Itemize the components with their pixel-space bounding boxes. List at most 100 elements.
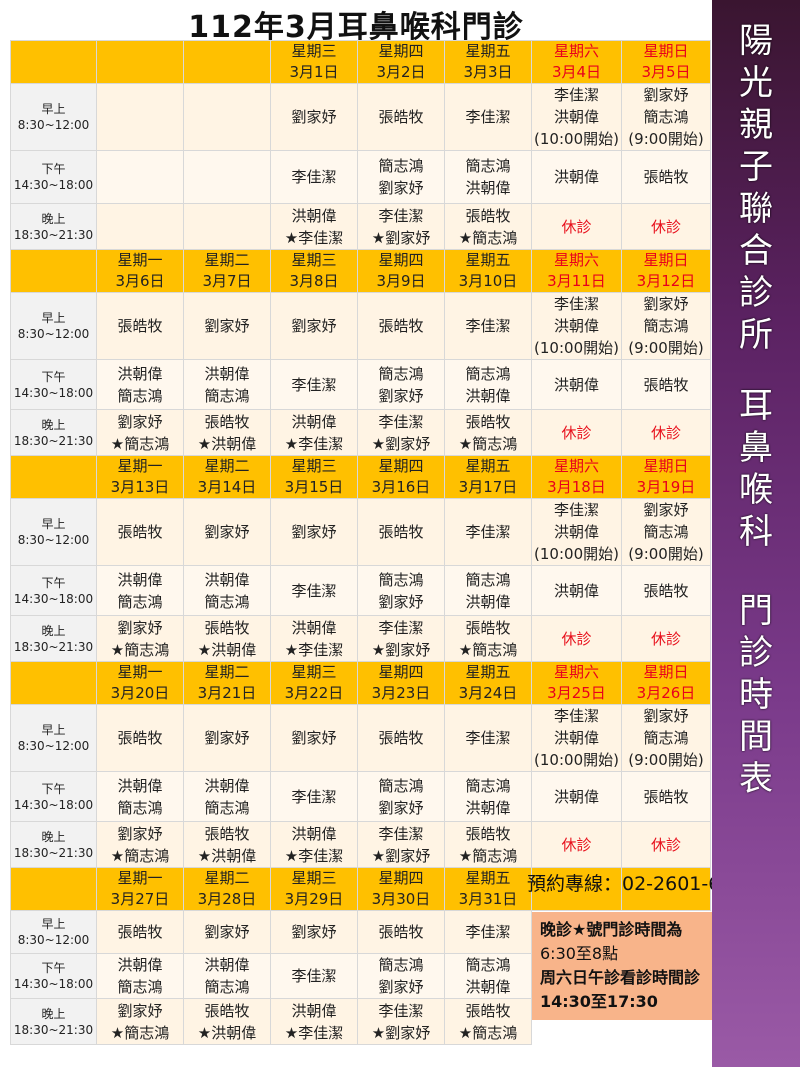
doctor-name: 李佳潔 [378, 412, 424, 431]
doctor-name: 李佳潔 [553, 501, 599, 519]
doctor-name: ★李佳潔 [284, 434, 344, 453]
shift-row: 早上 8:30~12:00 張皓牧 劉家妤 劉家妤 張皓牧 李佳潔 李佳潔 洪朝偉 (10:00開… [10, 704, 711, 772]
schedule-cell: 劉家妤 ★簡志鴻 [96, 409, 184, 456]
day-header: 星期日 3月12日 [621, 249, 711, 293]
header-corner [10, 40, 97, 84]
shift-row: 下午 14:30~18:00 李佳潔 簡志鴻 劉家妤 簡志鴻 洪朝偉 洪朝偉 張皓牧 [10, 150, 711, 204]
week-header-row: 星期一 3月6日 星期二 3月7日 星期三 3月8日 星期四 3月9日 星期五 3月10日 星期六 3… [10, 249, 711, 293]
doctor-name: 張皓牧 [378, 317, 424, 335]
doctor-name: (10:00開始) [534, 130, 619, 148]
doctor-name: 張皓牧 [465, 412, 511, 431]
closed-label: 休診 [650, 629, 681, 648]
date-label: 3月25日 [547, 684, 606, 702]
schedule-cell: 張皓牧 [357, 704, 445, 772]
schedule-cell: 李佳潔 洪朝偉 (10:00開始) [531, 292, 622, 360]
week-header-row: 星期三 3月1日 星期四 3月2日 星期五 3月3日 星期六 3月4日 星期日 3月5日 [10, 40, 711, 84]
schedule-cell: 李佳潔 洪朝偉 (10:00開始) [531, 498, 622, 566]
doctor-name: 李佳潔 [465, 523, 511, 541]
schedule-cell: 李佳潔 ★劉家妤 [357, 615, 445, 662]
day-header: 星期一 3月20日 [96, 661, 184, 705]
date-label: 3月10日 [458, 272, 518, 290]
day-header: 星期四 3月9日 [357, 249, 445, 293]
schedule-cell: 洪朝偉 簡志鴻 [183, 359, 271, 410]
day-header: 星期二 3月14日 [183, 455, 271, 499]
doctor-name: 李佳潔 [291, 967, 337, 985]
doctor-name: 張皓牧 [378, 923, 424, 941]
shift-name: 晚上 [41, 1006, 66, 1021]
date-label: 3月30日 [371, 890, 431, 908]
date-label: 3月6日 [115, 272, 165, 290]
schedule-cell: 劉家妤 ★簡志鴻 [96, 998, 184, 1045]
schedule-table: 星期三 3月1日 星期四 3月2日 星期五 3月3日 星期六 3月4日 星期日 3月5日 早上 8:3… [10, 40, 711, 1045]
closed-label: 休診 [650, 835, 681, 854]
doctor-name: ★簡志鴻 [458, 1023, 518, 1042]
doctor-name: 簡志鴻 [378, 956, 424, 974]
shift-time: 8:30~12:00 [17, 933, 90, 947]
shift-time: 8:30~12:00 [17, 118, 90, 132]
closed-label: 休診 [561, 835, 592, 854]
sidebar-banner: 陽光親子聯合診所 耳鼻喉科 門診時間表 [712, 0, 800, 1067]
doctor-name: 簡志鴻 [204, 798, 250, 817]
shift-row: 晚上 18:30~21:30 劉家妤 ★簡志鴻 張皓牧 ★洪朝偉 洪朝偉 ★李佳潔 李佳潔 ★劉家… [10, 821, 711, 868]
weekday-label: 星期四 [378, 663, 424, 681]
doctor-name: 洪朝偉 [465, 592, 511, 611]
doctor-name: (10:00開始) [534, 339, 619, 357]
weekday-label: 星期六 [553, 251, 599, 269]
doctor-name: ★洪朝偉 [197, 640, 257, 659]
schedule-cell: 劉家妤 [270, 292, 358, 360]
shift-label: 晚上 18:30~21:30 [10, 821, 97, 868]
schedule-cell: 張皓牧 [621, 771, 711, 822]
doctor-name: 劉家妤 [378, 978, 424, 996]
shift-time: 18:30~21:30 [13, 639, 94, 654]
schedule-body: 星期三 3月1日 星期四 3月2日 星期五 3月3日 星期六 3月4日 星期日 3月5日 早上 8:3… [10, 40, 711, 1045]
date-label: 3月4日 [551, 63, 602, 81]
doctor-name: 簡志鴻 [465, 157, 511, 175]
date-label: 3月9日 [376, 272, 426, 290]
schedule-cell: 劉家妤 [183, 704, 271, 772]
doctor-name: 李佳潔 [553, 86, 599, 104]
doctor-name: 劉家妤 [117, 824, 163, 843]
schedule-cell: 簡志鴻 洪朝偉 [444, 150, 532, 204]
schedule-cell: 張皓牧 ★簡志鴻 [444, 998, 532, 1045]
doctor-name: 洪朝偉 [117, 776, 163, 795]
schedule-cell: 簡志鴻 洪朝偉 [444, 953, 532, 999]
doctor-name: (9:00開始) [628, 545, 704, 563]
schedule-cell: 洪朝偉 簡志鴻 [96, 359, 184, 410]
shift-name: 晚上 [41, 211, 66, 226]
doctor-name: ★劉家妤 [371, 434, 431, 453]
date-label: 3月2日 [376, 63, 426, 81]
doctor-name: 洪朝偉 [553, 787, 599, 806]
date-label: 3月31日 [458, 890, 518, 908]
shift-row: 早上 8:30~12:00 張皓牧 劉家妤 劉家妤 張皓牧 李佳潔 李佳潔 洪朝偉 (10:00開… [10, 498, 711, 566]
weekday-label: 星期日 [643, 663, 689, 681]
doctor-name: 李佳潔 [291, 787, 337, 806]
doctor-name: 劉家妤 [291, 729, 337, 747]
day-header: 星期一 3月13日 [96, 455, 184, 499]
doctor-name: 洪朝偉 [204, 570, 250, 589]
doctor-name: ★劉家妤 [371, 640, 431, 659]
day-header: 星期四 3月30日 [357, 867, 445, 911]
schedule-cell: 休診 [531, 615, 622, 662]
date-label: 3月3日 [463, 63, 513, 81]
schedule-cell: 李佳潔 ★劉家妤 [357, 203, 445, 250]
schedule-cell: 簡志鴻 洪朝偉 [444, 565, 532, 616]
doctor-name: 張皓牧 [204, 618, 250, 637]
shift-label: 早上 8:30~12:00 [10, 910, 97, 954]
schedule-cell: 張皓牧 ★簡志鴻 [444, 203, 532, 250]
date-label: 3月19日 [636, 478, 696, 496]
day-header [96, 40, 184, 84]
weekday-label: 星期一 [117, 869, 163, 887]
doctor-name: ★洪朝偉 [197, 846, 257, 865]
doctor-name: 劉家妤 [117, 412, 163, 431]
day-header: 星期四 3月2日 [357, 40, 445, 84]
shift-time: 8:30~12:00 [17, 327, 90, 341]
doctor-name: ★洪朝偉 [197, 1023, 257, 1042]
doctor-name: 洪朝偉 [291, 206, 337, 225]
day-header: 星期日 3月19日 [621, 455, 711, 499]
schedule-cell: 張皓牧 [357, 910, 445, 954]
weekday-label: 星期六 [553, 663, 599, 681]
doctor-name: 劉家妤 [291, 923, 337, 941]
doctor-name: 洪朝偉 [465, 386, 511, 405]
doctor-name: 簡志鴻 [378, 570, 424, 589]
weekday-label: 星期四 [378, 869, 424, 887]
